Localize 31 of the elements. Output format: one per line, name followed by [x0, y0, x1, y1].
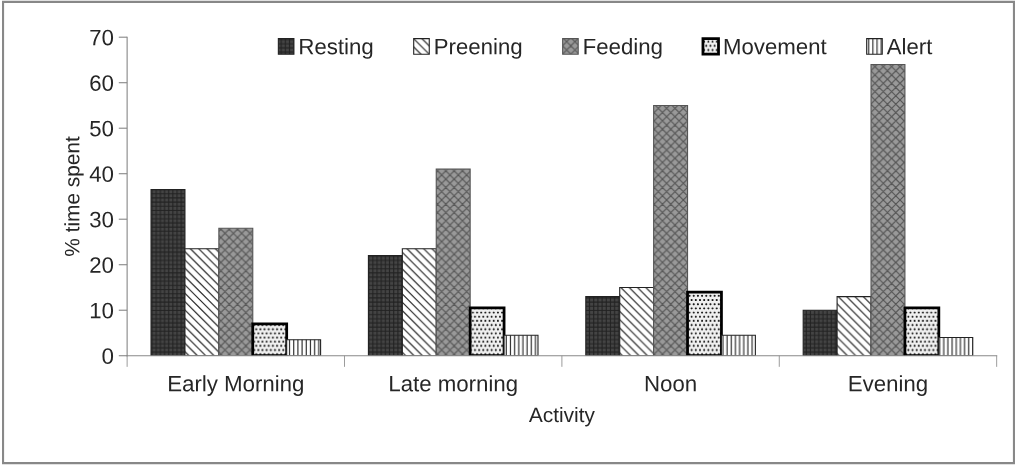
x-tick-label: Evening: [849, 375, 927, 396]
x-tick-label: Late morning: [390, 375, 517, 396]
bar: [653, 104, 689, 356]
y-tick-label: 30: [90, 211, 114, 228]
x-axis-title: Activity: [528, 407, 595, 427]
legend-label: Preening: [435, 38, 522, 59]
y-tick-label: 70: [90, 29, 114, 46]
bar: [870, 63, 906, 356]
bar: [503, 334, 539, 356]
y-tick-label: 0: [102, 348, 114, 364]
bar: [468, 306, 506, 356]
bar: [938, 336, 974, 356]
y-axis-title: % time spent: [64, 136, 84, 256]
y-tick-label: 50: [90, 120, 114, 137]
legend-label: Feeding: [584, 38, 662, 59]
bar: [435, 168, 471, 356]
legend-label: Resting: [300, 38, 373, 59]
bar: [251, 322, 289, 356]
y-tick-label: 40: [89, 166, 114, 182]
bar: [218, 227, 254, 356]
legend-label: Alert: [886, 38, 933, 55]
y-tick-label: 60: [90, 75, 114, 91]
bar: [720, 334, 756, 356]
bar: [686, 290, 723, 356]
bar: [286, 339, 322, 356]
x-tick-label: Early Morning: [169, 375, 303, 396]
y-tick-label: 20: [90, 257, 114, 273]
x-tick-label: Noon: [645, 375, 696, 392]
y-tick-label: 10: [90, 302, 114, 319]
legend-label: Movement: [724, 38, 827, 55]
bar: [903, 306, 941, 356]
